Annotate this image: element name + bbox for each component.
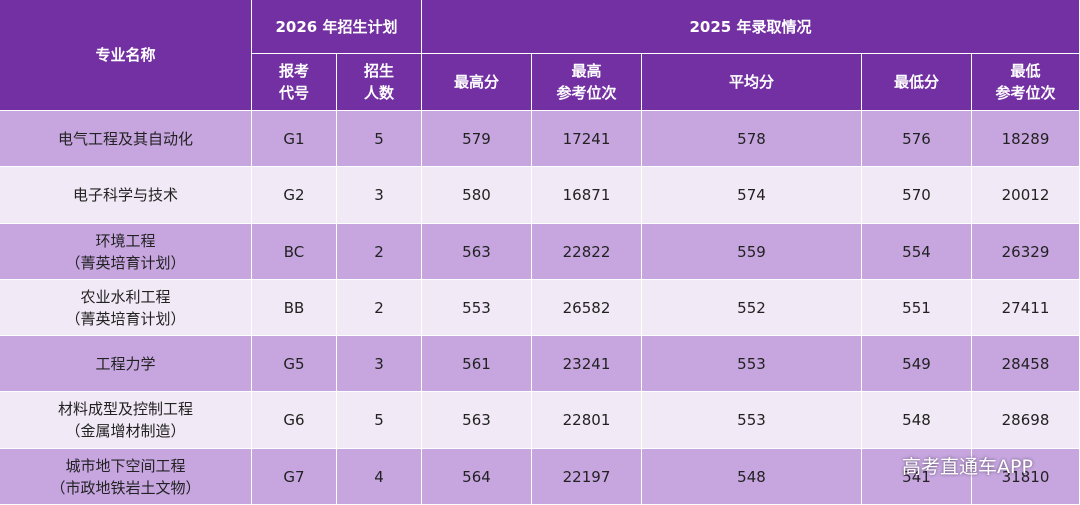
table-cell: 563 xyxy=(422,224,532,280)
table-cell: 5 xyxy=(337,392,422,449)
table-cell: 26329 xyxy=(972,224,1080,280)
table-cell: 561 xyxy=(422,336,532,392)
table-cell: G7 xyxy=(252,449,337,505)
column-header: 最低 参考位次 xyxy=(972,54,1080,111)
column-header: 最高分 xyxy=(422,54,532,111)
table-cell: 20012 xyxy=(972,167,1080,224)
table-cell: 3 xyxy=(337,167,422,224)
major-name: 电气工程及其自动化 xyxy=(0,111,252,167)
table-cell: 5 xyxy=(337,111,422,167)
table-cell: 553 xyxy=(642,336,862,392)
table-cell: 22822 xyxy=(532,224,642,280)
table-cell: 31810 xyxy=(972,449,1080,505)
major-name: 工程力学 xyxy=(0,336,252,392)
column-header: 报考 代号 xyxy=(252,54,337,111)
table-cell: 26582 xyxy=(532,280,642,336)
table-cell: BC xyxy=(252,224,337,280)
table-cell: 549 xyxy=(862,336,972,392)
table-cell: G1 xyxy=(252,111,337,167)
table-cell: 28458 xyxy=(972,336,1080,392)
header-plan-group: 2026 年招生计划 xyxy=(252,0,422,54)
major-name: 农业水利工程 （菁英培育计划） xyxy=(0,280,252,336)
table-cell: 548 xyxy=(642,449,862,505)
table-cell: 580 xyxy=(422,167,532,224)
table-cell: G6 xyxy=(252,392,337,449)
header-name: 专业名称 xyxy=(0,0,252,111)
table-cell: 563 xyxy=(422,392,532,449)
major-name: 城市地下空间工程 （市政地铁岩土文物） xyxy=(0,449,252,505)
table-cell: 553 xyxy=(422,280,532,336)
table-cell: 3 xyxy=(337,336,422,392)
table-cell: 579 xyxy=(422,111,532,167)
table-cell: 551 xyxy=(862,280,972,336)
table-cell: 22801 xyxy=(532,392,642,449)
major-name: 环境工程 （菁英培育计划） xyxy=(0,224,252,280)
table-cell: 548 xyxy=(862,392,972,449)
table-cell: 17241 xyxy=(532,111,642,167)
table-cell: 578 xyxy=(642,111,862,167)
table-cell: 564 xyxy=(422,449,532,505)
table-cell: 23241 xyxy=(532,336,642,392)
table-cell: 2 xyxy=(337,224,422,280)
table-cell: 541 xyxy=(862,449,972,505)
table-cell: 559 xyxy=(642,224,862,280)
table-cell: 22197 xyxy=(532,449,642,505)
column-header: 平均分 xyxy=(642,54,862,111)
table-cell: G5 xyxy=(252,336,337,392)
table-cell: 570 xyxy=(862,167,972,224)
table-cell: 27411 xyxy=(972,280,1080,336)
column-header: 招生 人数 xyxy=(337,54,422,111)
table-cell: BB xyxy=(252,280,337,336)
table-cell: 18289 xyxy=(972,111,1080,167)
table-cell: 552 xyxy=(642,280,862,336)
table-cell: 574 xyxy=(642,167,862,224)
major-name: 电子科学与技术 xyxy=(0,167,252,224)
column-header: 最高 参考位次 xyxy=(532,54,642,111)
column-header: 最低分 xyxy=(862,54,972,111)
table-cell: 2 xyxy=(337,280,422,336)
watermark: 高考直通车APP xyxy=(902,456,1033,478)
table-cell: 16871 xyxy=(532,167,642,224)
table-cell: 554 xyxy=(862,224,972,280)
major-name: 材料成型及控制工程 （金属增材制造） xyxy=(0,392,252,449)
table-cell: 4 xyxy=(337,449,422,505)
table-cell: G2 xyxy=(252,167,337,224)
table-cell: 28698 xyxy=(972,392,1080,449)
table-cell: 553 xyxy=(642,392,862,449)
table-cell: 576 xyxy=(862,111,972,167)
header-admit-group: 2025 年录取情况 xyxy=(422,0,1080,54)
